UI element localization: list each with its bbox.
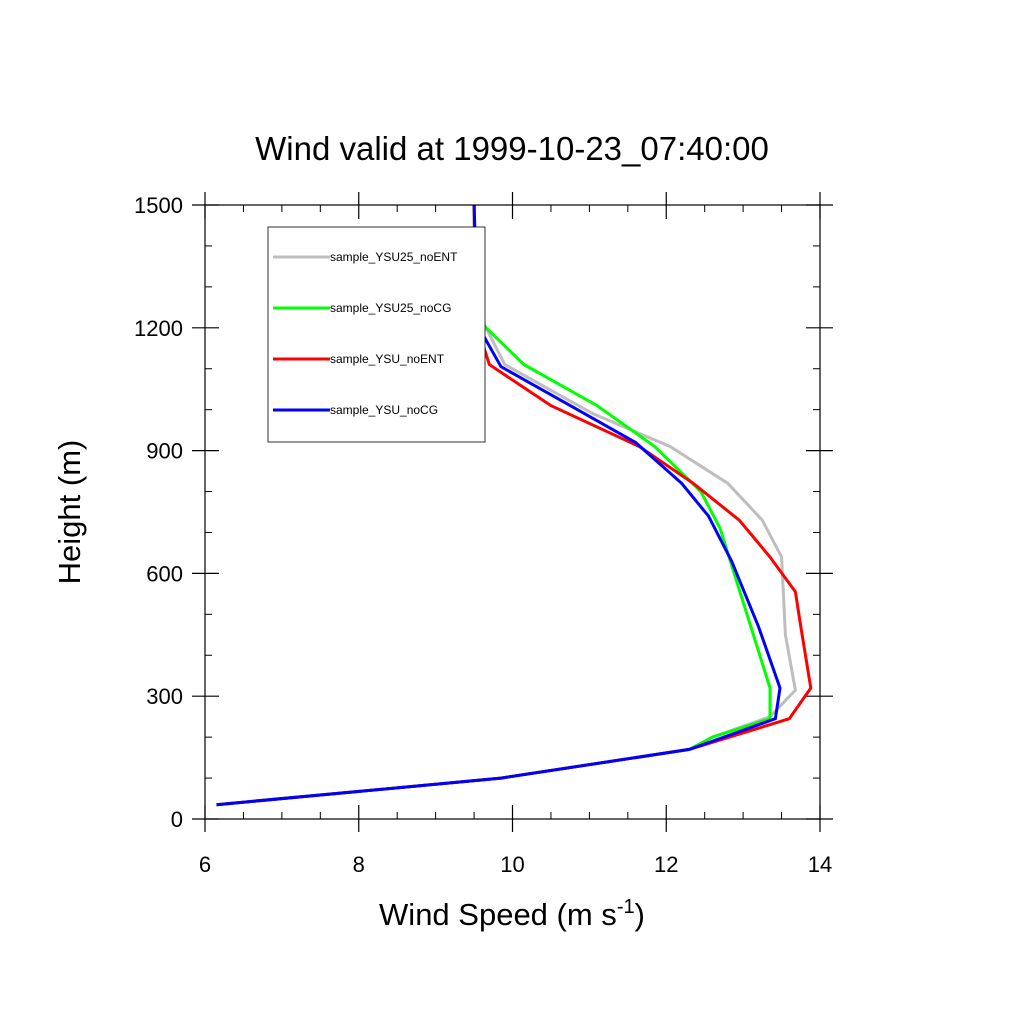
y-tick-label: 1500 <box>134 193 183 218</box>
x-axis-unit-exponent: -1 <box>617 896 635 918</box>
legend-items: sample_YSU25_noENT sample_YSU25_noCGsampl… <box>273 250 458 417</box>
y-tick-labels: 0 300 600 900 1200 1500 <box>134 193 183 832</box>
legend-label-sample-ysu25-nocg: sample_YSU25_noCG <box>330 301 451 315</box>
y-tick-label: 0 <box>171 807 183 832</box>
y-tick-label: 900 <box>146 439 183 464</box>
legend-box <box>267 226 486 443</box>
x-tick-label: 14 <box>808 852 832 877</box>
legend: sample_YSU25_noENT sample_YSU25_noCGsampl… <box>267 226 486 443</box>
x-tick-label: 8 <box>353 852 365 877</box>
y-tick-label: 1200 <box>134 316 183 341</box>
plot-frame <box>204 204 821 820</box>
y-tick-label: 600 <box>146 561 183 586</box>
series-line-sample-ysu-nocg <box>216 204 782 807</box>
x-axis-title: Wind Speed (m s-1) <box>379 896 645 932</box>
y-tick-label: 300 <box>146 684 183 709</box>
legend-label-sample-ysu25-noent: sample_YSU25_noENT <box>330 250 458 264</box>
y-axis-title: Height (m) <box>52 440 87 585</box>
x-tick-labels: 6 8 10 12 14 <box>199 852 832 877</box>
series-line-sample-ysu-noent <box>216 204 813 807</box>
series-layer <box>216 204 813 807</box>
x-tick-label: 12 <box>654 852 678 877</box>
legend-label-sample-ysu-noent: sample_YSU_noENT <box>330 352 445 366</box>
chart-title: Wind valid at 1999-10-23_07:40:00 <box>255 130 769 167</box>
legend-label-sample-ysu-nocg: sample_YSU_noCG <box>330 403 438 417</box>
x-tick-label: 10 <box>500 852 524 877</box>
x-tick-label: 6 <box>199 852 211 877</box>
